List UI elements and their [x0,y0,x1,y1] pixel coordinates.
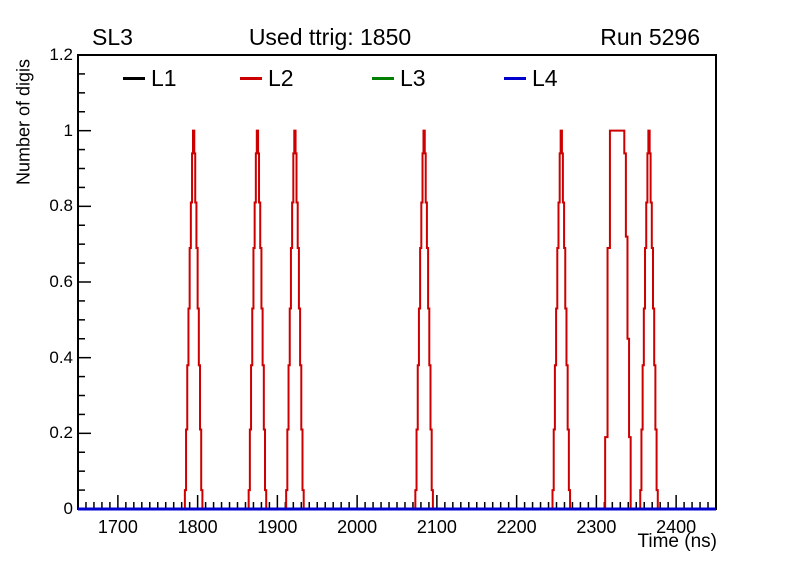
x-tick-label-2100: 2100 [416,517,457,537]
legend: L1 L2 L3 L4 [0,63,796,93]
x-axis-title: Time (ns) [637,531,717,552]
legend-label-l2: L2 [268,65,294,91]
x-tick-label-1900: 1900 [257,517,298,537]
superlayer-title: SL3 [92,24,133,50]
l3-line-swatch-icon [372,76,394,80]
legend-entry-l2: L2 [240,63,294,93]
plot-frame [77,54,717,510]
x-tick-label-1800: 1800 [177,517,218,537]
x-tick-label-2200: 2200 [496,517,537,537]
y-tick-label-1.2: 1.2 [49,45,73,64]
y-tick-label-0.6: 0.6 [49,272,73,291]
legend-label-l4: L4 [532,65,558,91]
y-tick-label-1: 1 [63,120,73,140]
x-tick-label-2300: 2300 [576,517,617,537]
run-number-title: Run 5296 [600,24,700,50]
legend-entry-l4: L4 [504,63,558,93]
l4-line-swatch-icon [504,76,526,80]
l1-line-swatch-icon [123,76,145,80]
x-tick-label-2400: 2400 [656,517,697,537]
y-tick-label-0.4: 0.4 [49,347,73,367]
y-tick-label-0: 0 [63,499,73,518]
legend-label-l3: L3 [400,65,426,91]
series-l2 [78,129,716,510]
x-tick-label-1700: 1700 [97,517,138,537]
x-tick-label-2000: 2000 [337,517,378,537]
ttrig-title: Used ttrig: 1850 [248,24,412,50]
legend-entry-l3: L3 [372,63,426,93]
l2-line-swatch-icon [240,76,262,80]
y-tick-label-0.2: 0.2 [49,423,73,443]
legend-entry-l1: L1 [123,63,177,93]
y-tick-label-0.8: 0.8 [49,196,73,216]
legend-label-l1: L1 [151,65,177,91]
